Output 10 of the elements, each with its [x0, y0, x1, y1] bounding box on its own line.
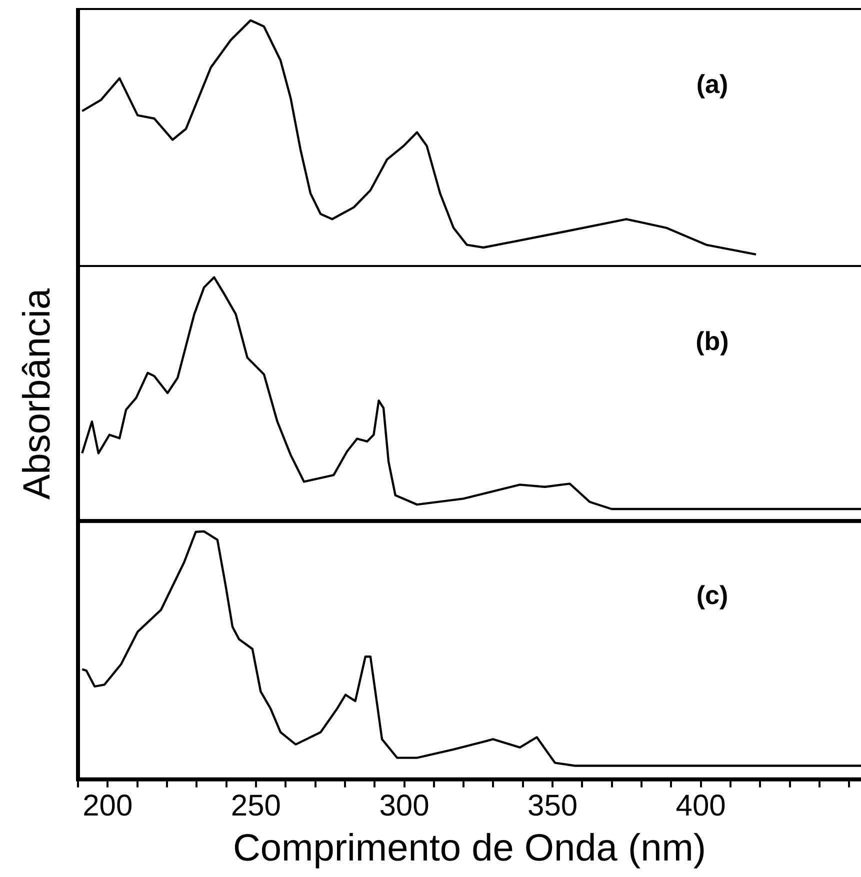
annotation: (c): [696, 580, 728, 610]
x-tick-label: 250: [230, 790, 281, 823]
x-tick-label: 200: [82, 790, 133, 823]
x-tick-label: 400: [676, 790, 726, 823]
annotation: (b): [696, 326, 729, 356]
y-axis-title: Absorbância: [16, 288, 60, 500]
annotation: (a): [696, 69, 728, 99]
x-tick-label: 350: [528, 790, 578, 823]
x-tick-label: 300: [379, 790, 430, 823]
x-axis-title: Comprimento de Onda (nm): [232, 828, 706, 870]
